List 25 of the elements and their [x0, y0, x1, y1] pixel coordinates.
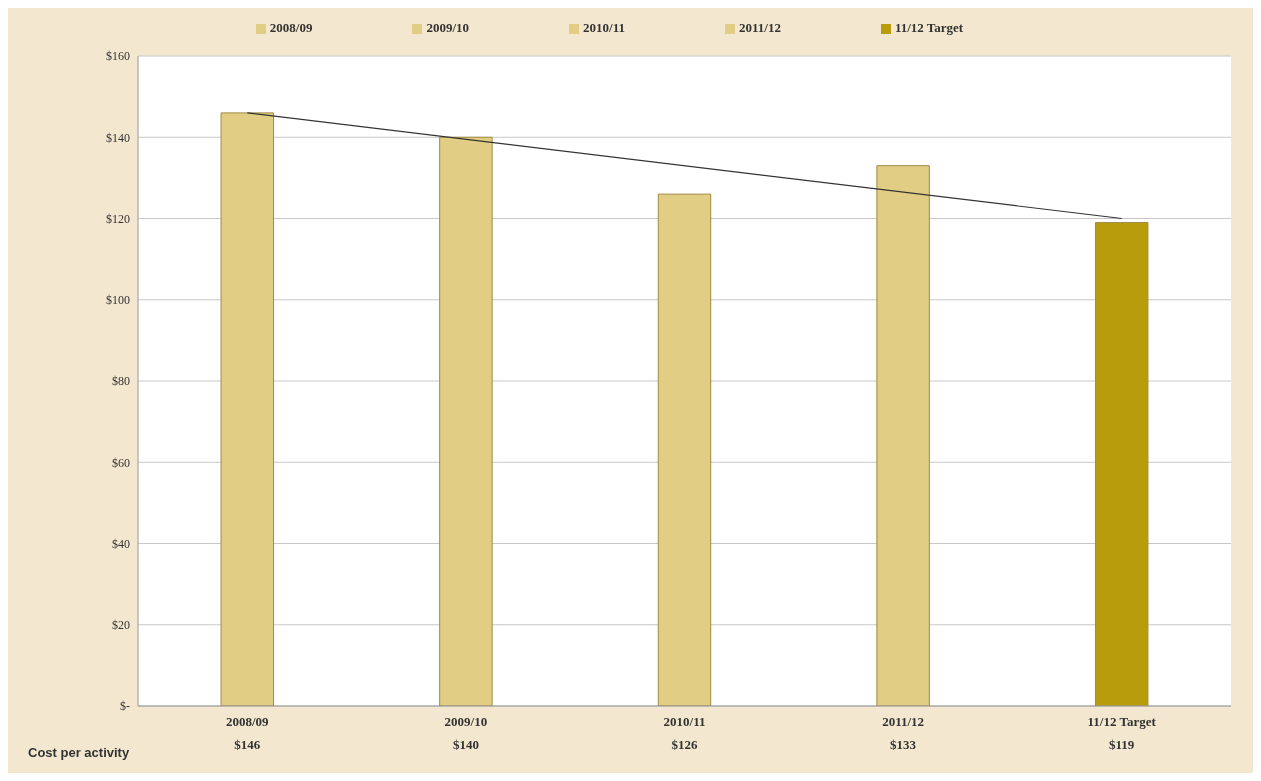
data-label: $119	[1109, 737, 1135, 752]
data-label: $146	[234, 737, 261, 752]
y-tick-label: $120	[106, 211, 130, 226]
y-tick-label: $140	[106, 130, 130, 145]
y-tick-label: $100	[106, 293, 130, 308]
y-tick-label: $60	[112, 455, 130, 470]
legend-label: 2008/09	[269, 20, 313, 35]
data-label: $126	[671, 737, 698, 752]
y-tick-label: $40	[112, 536, 130, 551]
data-label: $140	[452, 737, 479, 752]
legend-label: 2011/12	[738, 20, 781, 35]
x-tick-label: 2011/12	[882, 714, 925, 729]
legend-label: 2010/11	[583, 20, 625, 35]
x-tick-label: 2010/11	[663, 714, 706, 729]
legend-label: 11/12 Target	[894, 20, 964, 35]
x-tick-label: 2008/09	[225, 714, 270, 729]
y-tick-label: $-	[120, 699, 130, 714]
y-tick-label: $80	[112, 374, 130, 389]
data-label: $133	[890, 737, 917, 752]
text: Cost per activity	[28, 745, 130, 760]
x-tick-label: 11/12 Target	[1087, 714, 1157, 729]
y-tick-label: $20	[112, 618, 130, 633]
y-tick-label: $160	[106, 49, 130, 64]
legend-label: 2009/10	[426, 20, 470, 35]
x-tick-label: 2009/10	[444, 714, 488, 729]
